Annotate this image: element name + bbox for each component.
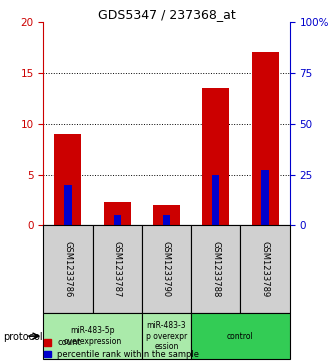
Bar (43, 225, 93, 313)
Bar (251, 52, 279, 225)
Text: protocol: protocol (3, 332, 43, 342)
Bar (104, 202, 131, 225)
Text: GSM1233786: GSM1233786 (63, 241, 73, 297)
Bar (261, 171, 269, 225)
Bar (64, 185, 72, 225)
Bar (142, 225, 191, 313)
Bar (43, 313, 142, 359)
Text: GSM1233789: GSM1233789 (260, 241, 270, 297)
Bar (93, 225, 142, 313)
Bar (54, 134, 82, 225)
Text: GSM1233788: GSM1233788 (211, 241, 220, 297)
Bar (212, 175, 219, 225)
Bar (240, 225, 290, 313)
Bar (163, 215, 170, 225)
Text: GSM1233790: GSM1233790 (162, 241, 171, 297)
Text: miR-483-3
p overexpr
ession: miR-483-3 p overexpr ession (146, 321, 187, 351)
Bar (191, 313, 290, 359)
Bar (191, 225, 240, 313)
Text: control: control (227, 331, 254, 340)
Legend: count, percentile rank within the sample: count, percentile rank within the sample (44, 338, 199, 359)
Bar (114, 215, 121, 225)
Bar (142, 313, 191, 359)
Bar (153, 205, 180, 225)
Text: miR-483-5p
overexpression: miR-483-5p overexpression (64, 326, 122, 346)
Text: GSM1233787: GSM1233787 (113, 241, 122, 297)
Bar (202, 88, 229, 225)
Title: GDS5347 / 237368_at: GDS5347 / 237368_at (98, 8, 235, 21)
